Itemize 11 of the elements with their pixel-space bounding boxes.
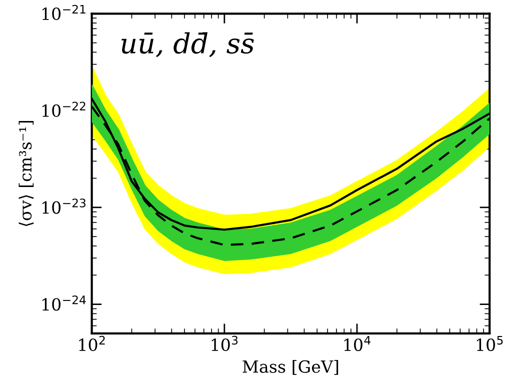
text: uū, dd̄, ss̄ [122, 32, 254, 58]
x-tick-label: 10$^{2}$ [79, 336, 105, 352]
y-axis-title: ⟨σv⟩ [cm³s⁻¹] [18, 121, 34, 226]
y-tick-label: 10$^{−24}$ [42, 295, 86, 311]
x-tick-label: 10$^{3}$ [212, 336, 238, 352]
y-tick-label: 10$^{−23}$ [42, 198, 86, 214]
x-tick-label: 10$^{4}$ [344, 336, 370, 352]
x-tick-label: 10$^{5}$ [476, 336, 503, 352]
y-tick-label: 10$^{−22}$ [42, 102, 86, 117]
x-axis-title: Mass [GeV] [242, 360, 338, 375]
y-tick-label: 10$^{−21}$ [42, 4, 86, 20]
